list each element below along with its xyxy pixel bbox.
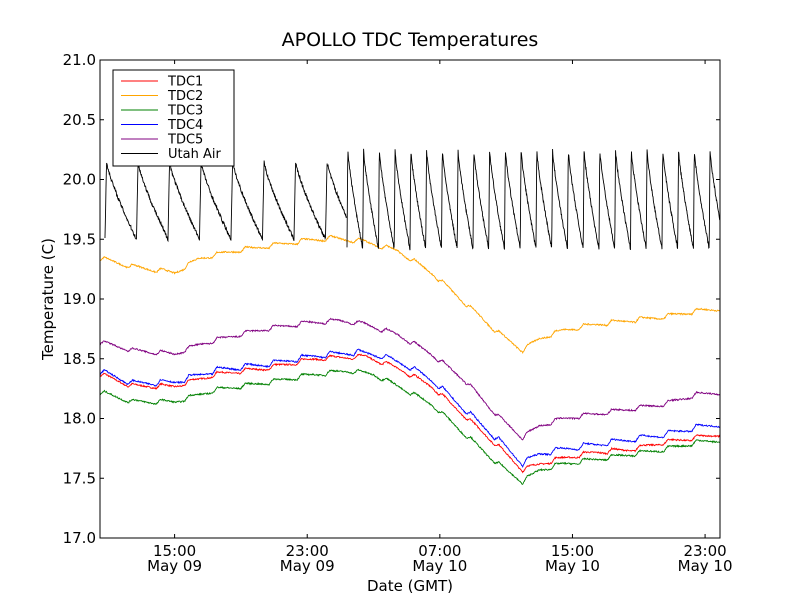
plot-area [100, 148, 720, 485]
x-tick-time-label: 15:00 [153, 542, 196, 560]
series-lines [100, 148, 720, 485]
y-tick-label: 20.5 [63, 111, 96, 129]
x-tick-date-label: May 09 [147, 557, 202, 575]
series-line-tdc4 [100, 348, 720, 468]
x-tick-date-label: May 10 [412, 557, 467, 575]
x-tick-date-label: May 10 [678, 557, 733, 575]
x-tick-time-label: 15:00 [551, 542, 594, 560]
y-tick-label: 18.0 [63, 410, 96, 428]
x-tick-time-label: 23:00 [286, 542, 329, 560]
series-line-tdc2 [100, 234, 720, 355]
series-line-tdc1 [100, 353, 720, 474]
y-tick-label: 18.5 [63, 350, 96, 368]
y-tick-label: 20.0 [63, 171, 96, 189]
y-axis-label: Temperature (C) [39, 238, 57, 361]
series-line-tdc3 [100, 368, 720, 485]
y-tick-label: 19.0 [63, 290, 96, 308]
series-line-tdc5 [100, 317, 720, 441]
chart-title: APOLLO TDC Temperatures [282, 29, 539, 51]
legend-label: TDC1 [167, 75, 203, 90]
x-tick-date-label: May 09 [280, 557, 335, 575]
legend-label: Utah Air [168, 147, 221, 162]
series-line-utah-air [104, 148, 720, 251]
x-axis-label: Date (GMT) [367, 577, 453, 595]
legend-label: TDC3 [167, 104, 203, 119]
legend-box [112, 69, 235, 167]
y-tick-label: 19.5 [63, 230, 96, 248]
y-tick-label: 17.5 [63, 469, 96, 487]
x-tick-time-label: 23:00 [683, 542, 726, 560]
legend-label: TDC4 [167, 118, 203, 133]
y-tick-label: 21.0 [63, 51, 96, 69]
legend-label: TDC2 [167, 89, 203, 104]
axis-ticks: 17.0 17.5 18.0 18.5 19.0 19.5 20.0 20.5 21.0 15:0… [63, 51, 733, 575]
x-tick-time-label: 07:00 [418, 542, 461, 560]
legend-label: TDC5 [167, 133, 203, 148]
y-tick-label: 17.0 [63, 529, 96, 547]
plot-frame [99, 59, 721, 539]
x-tick-date-label: May 10 [545, 557, 600, 575]
